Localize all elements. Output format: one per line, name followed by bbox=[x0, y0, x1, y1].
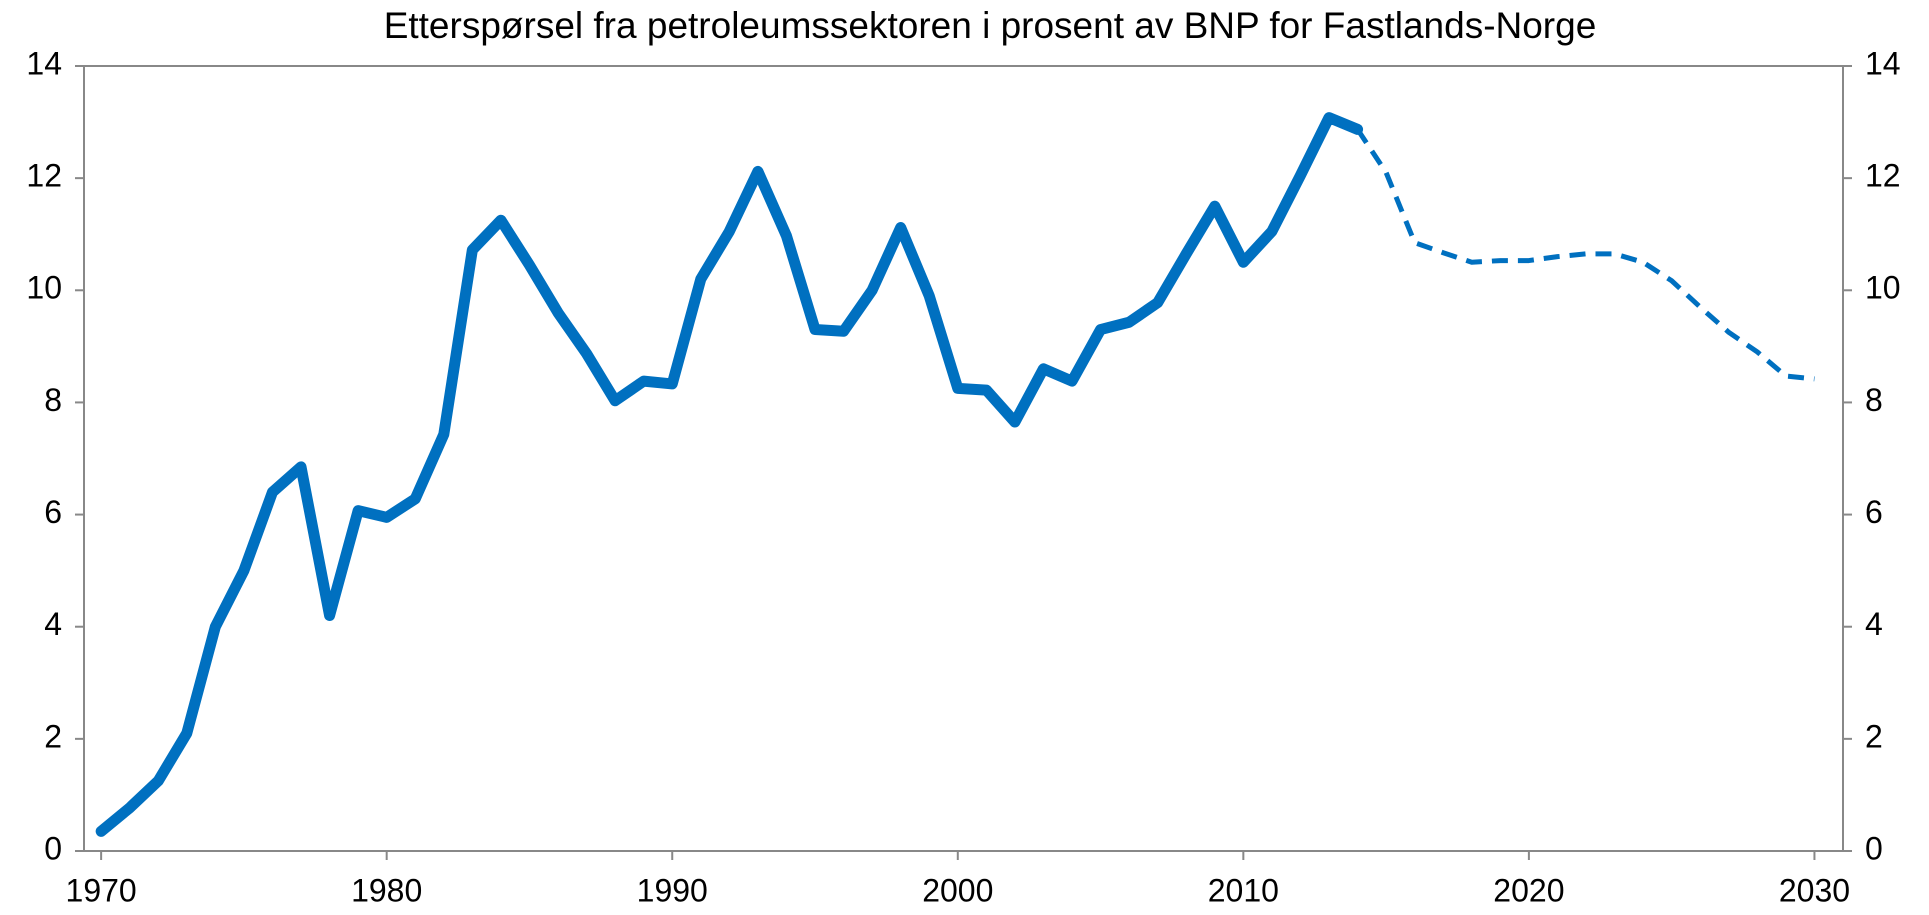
y-tick-label: 14 bbox=[26, 45, 62, 81]
y2-tick-label: 0 bbox=[1865, 830, 1883, 866]
x-tick-label: 1980 bbox=[351, 872, 422, 908]
y2-tick-label: 4 bbox=[1865, 606, 1883, 642]
y-tick-label: 10 bbox=[26, 270, 62, 306]
x-tick-label: 2020 bbox=[1493, 872, 1564, 908]
y2-tick-label: 6 bbox=[1865, 494, 1883, 530]
y-tick-label: 2 bbox=[44, 718, 62, 754]
x-tick-label: 2000 bbox=[922, 872, 993, 908]
y-tick-label: 6 bbox=[44, 494, 62, 530]
x-tick-label: 2030 bbox=[1779, 872, 1850, 908]
x-tick-label: 1970 bbox=[66, 872, 137, 908]
y2-tick-label: 2 bbox=[1865, 718, 1883, 754]
y2-tick-label: 14 bbox=[1865, 45, 1901, 81]
y-tick-label: 4 bbox=[44, 606, 62, 642]
y-tick-label: 8 bbox=[44, 382, 62, 418]
x-tick-label: 1990 bbox=[637, 872, 708, 908]
y2-tick-label: 8 bbox=[1865, 382, 1883, 418]
chart-title: Etterspørsel fra petroleumssektoren i pr… bbox=[384, 5, 1597, 46]
x-tick-label: 2010 bbox=[1208, 872, 1279, 908]
y2-tick-label: 10 bbox=[1865, 270, 1901, 306]
data-line bbox=[95, 112, 1364, 837]
y-tick-label: 0 bbox=[44, 830, 62, 866]
projection-line bbox=[1355, 127, 1815, 382]
plot-frame bbox=[83, 65, 1844, 852]
y-tick-label: 12 bbox=[26, 158, 62, 194]
y2-tick-label: 12 bbox=[1865, 158, 1901, 194]
